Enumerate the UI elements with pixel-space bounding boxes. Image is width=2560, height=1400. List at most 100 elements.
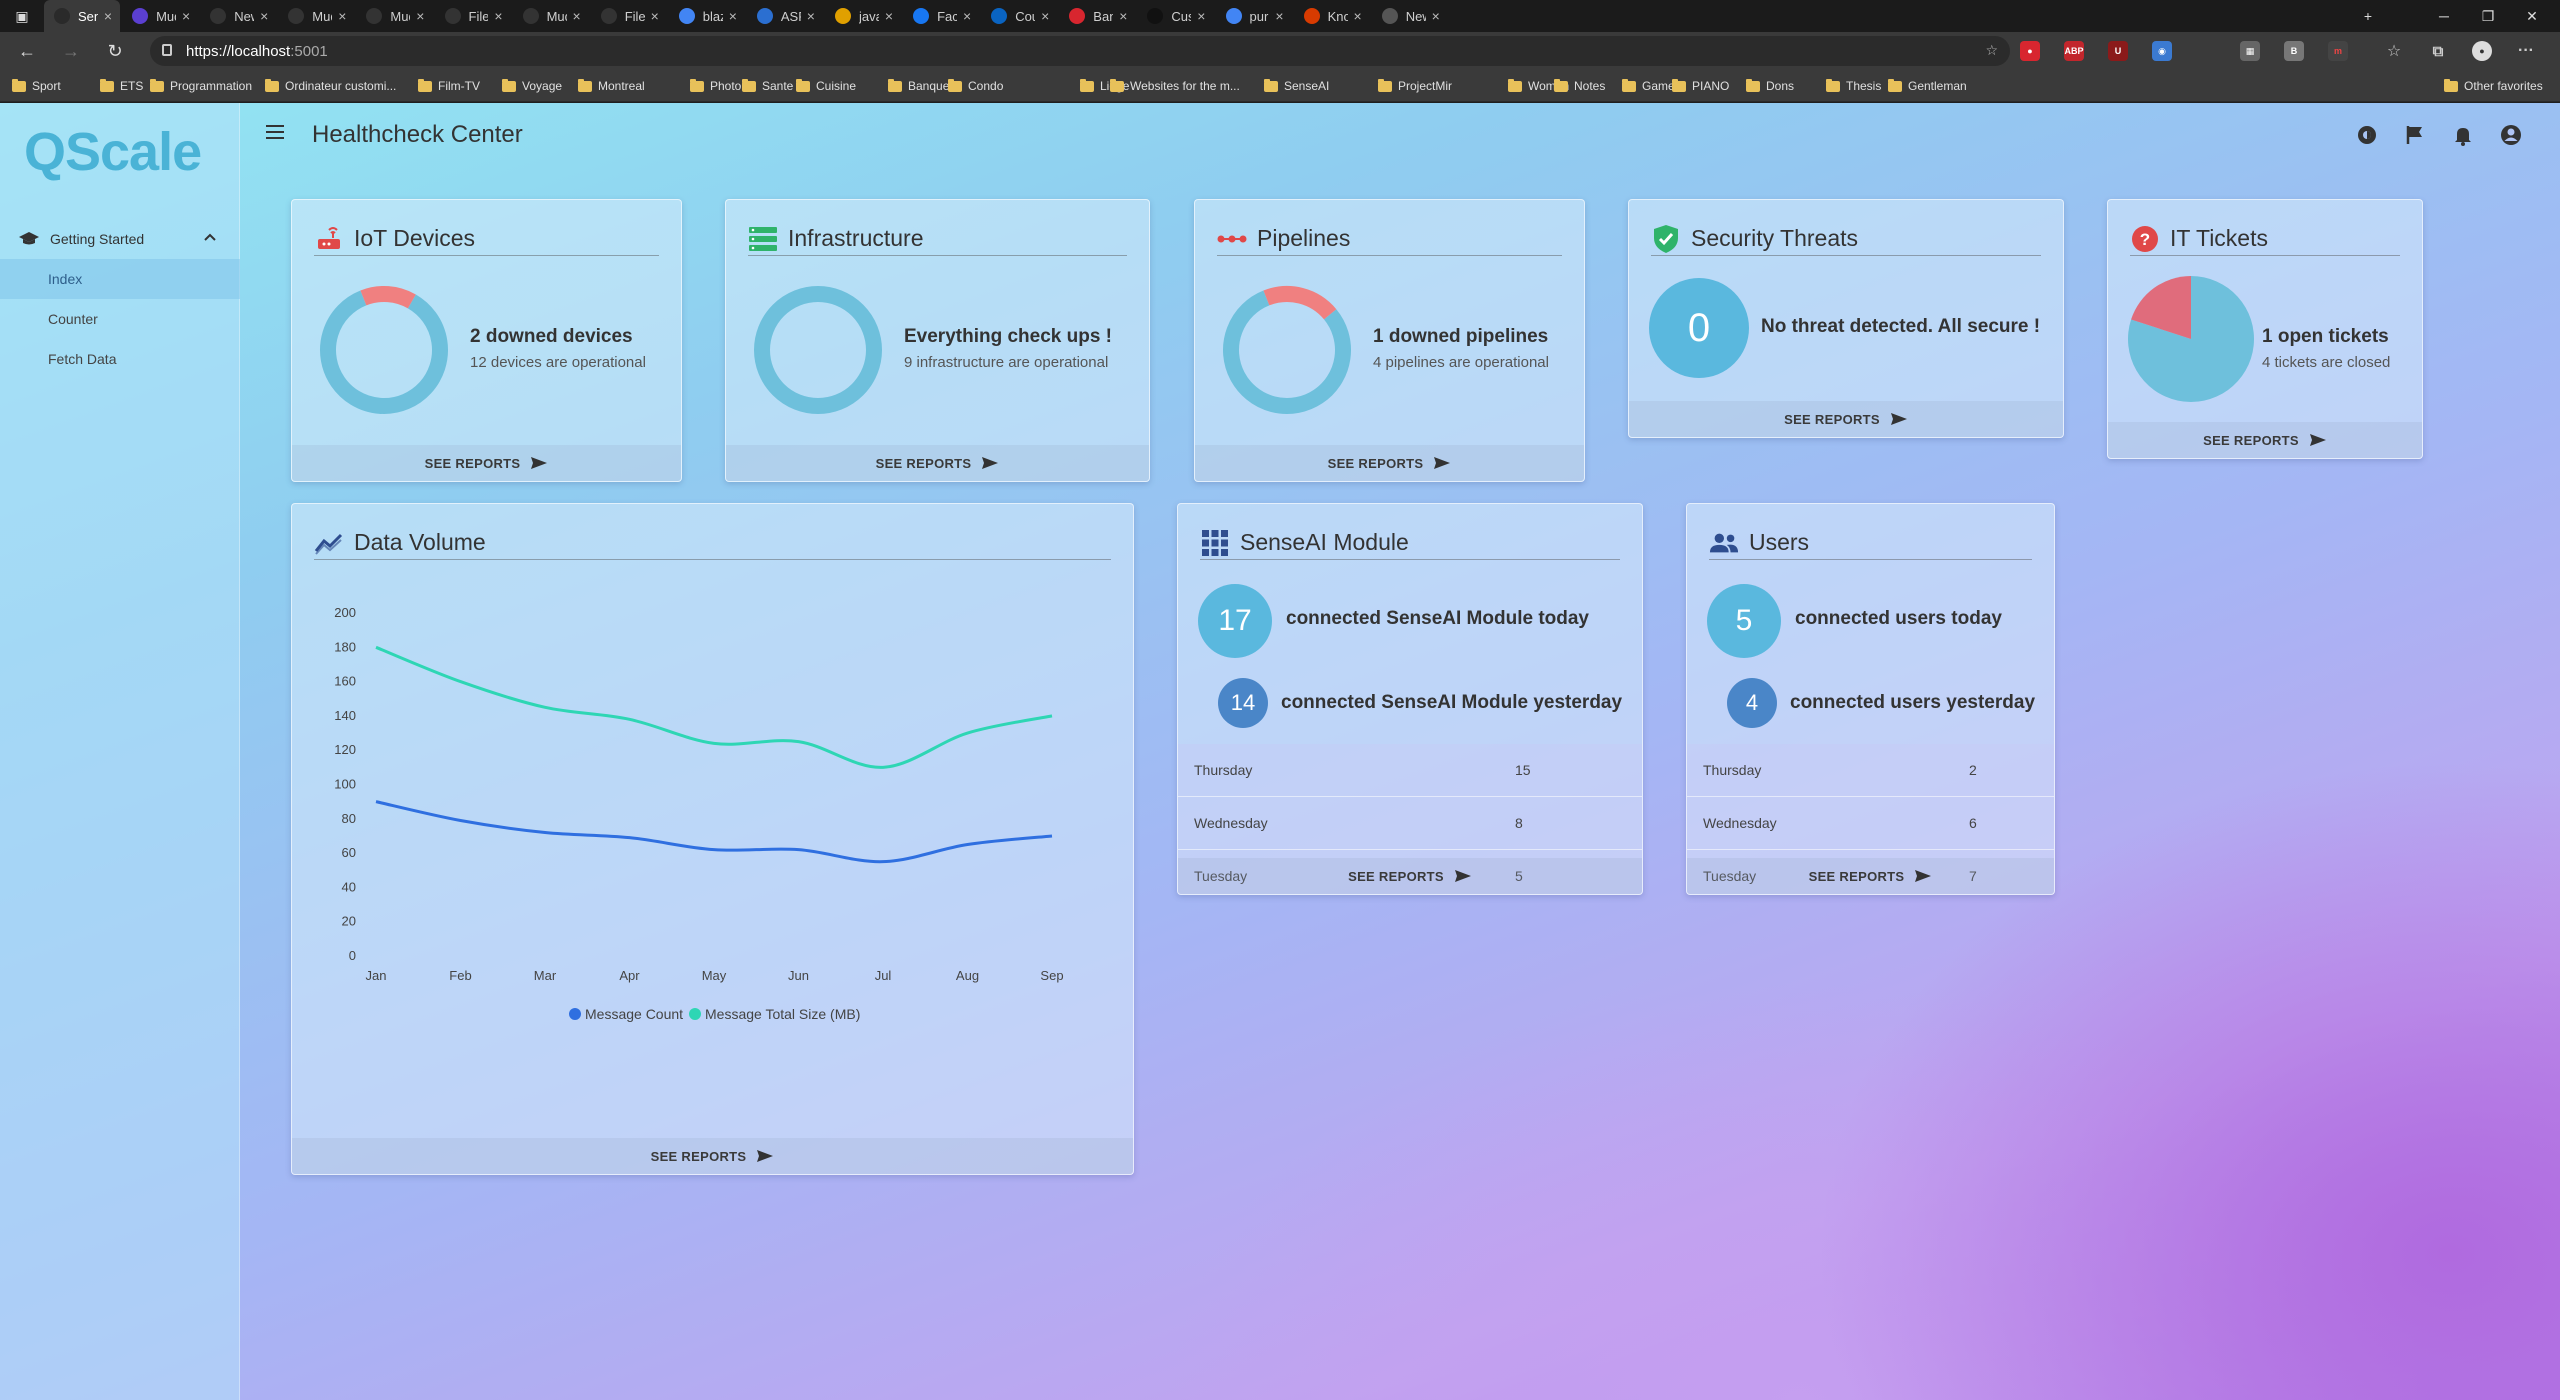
favorites-icon[interactable]: ☆ bbox=[2386, 43, 2402, 60]
bookmark-item[interactable]: Voyage bbox=[502, 70, 562, 102]
browser-tab[interactable]: File Finder × bbox=[435, 0, 511, 32]
browser-tab[interactable]: blazor add × bbox=[669, 0, 745, 32]
tab-close-icon[interactable]: × bbox=[572, 8, 581, 24]
bookmark-item[interactable]: Websites for the m... bbox=[1110, 70, 1240, 102]
tab-close-icon[interactable]: × bbox=[884, 8, 894, 24]
new-tab-plus-icon[interactable]: + bbox=[2363, 8, 2373, 24]
browser-tab[interactable]: MudBlazor × bbox=[356, 0, 432, 32]
browser-tab[interactable]: File Finder × bbox=[591, 0, 667, 32]
bookmark-item[interactable]: Dons bbox=[1746, 70, 1794, 102]
tab-close-icon[interactable]: × bbox=[963, 8, 972, 24]
sidebar-item-counter[interactable]: Counter bbox=[48, 311, 98, 327]
browser-tab[interactable]: purple dar × bbox=[1216, 0, 1292, 32]
workspaces-icon[interactable]: ▣ bbox=[15, 7, 29, 24]
tab-close-icon[interactable]: × bbox=[1197, 8, 1206, 24]
reload-icon[interactable]: ↻ bbox=[107, 40, 123, 61]
flag-icon[interactable] bbox=[2403, 123, 2427, 147]
ublock-icon[interactable]: U bbox=[2108, 41, 2128, 61]
more-menu-icon[interactable]: ··· bbox=[2518, 42, 2534, 59]
see-reports-button[interactable]: SEE REPORTS bbox=[1629, 401, 2063, 437]
browser-tab[interactable]: Banque Na × bbox=[1059, 0, 1135, 32]
collections-icon[interactable]: ⧉ bbox=[2432, 42, 2444, 60]
browser-tab[interactable]: MudTable × bbox=[122, 0, 198, 32]
sidebar-item-fetch-data[interactable]: Fetch Data bbox=[48, 351, 117, 367]
see-reports-button[interactable]: SEE REPORTS bbox=[726, 445, 1149, 481]
tab-close-icon[interactable]: × bbox=[103, 8, 113, 24]
tab-close-icon[interactable]: × bbox=[650, 8, 659, 24]
bookmark-item[interactable]: Cuisine bbox=[796, 70, 856, 102]
account-icon[interactable] bbox=[2499, 123, 2523, 147]
browser-tab[interactable]: Courrier × bbox=[981, 0, 1057, 32]
bookmark-item[interactable]: Games bbox=[1622, 70, 1681, 102]
sidebar-item-index[interactable]: Index bbox=[0, 259, 240, 299]
nav-group-getting-started[interactable]: Getting Started bbox=[0, 219, 240, 259]
url-input[interactable]: https://localhost:5001 ☆ bbox=[150, 36, 2010, 66]
tab-close-icon[interactable]: × bbox=[182, 8, 191, 24]
other-favorites[interactable]: Other favorites bbox=[2444, 70, 2543, 102]
see-reports-button[interactable]: SEE REPORTS bbox=[292, 1138, 1133, 1174]
browser-tab[interactable]: javascript × bbox=[825, 0, 901, 32]
extension-icon[interactable]: ● bbox=[2020, 41, 2040, 61]
bookmark-item[interactable]: Sport bbox=[12, 70, 61, 102]
minimize-icon[interactable]: ─ bbox=[2439, 8, 2449, 24]
bookmark-item[interactable]: ETS bbox=[100, 70, 143, 102]
tab-close-icon[interactable]: × bbox=[1275, 8, 1284, 24]
logo[interactable]: QScale bbox=[24, 122, 202, 182]
forward-icon[interactable]: → bbox=[62, 40, 80, 61]
bookmark-item[interactable]: Gentleman bbox=[1888, 70, 1967, 102]
bookmark-item[interactable]: Ordinateur customi... bbox=[265, 70, 396, 102]
browser-tab[interactable]: New tab × bbox=[1372, 0, 1448, 32]
menu-icon[interactable] bbox=[266, 125, 284, 139]
legend-label[interactable]: Message Count bbox=[585, 1006, 683, 1022]
bell-icon[interactable] bbox=[2451, 123, 2475, 147]
see-reports-button[interactable]: SEE REPORTS bbox=[1687, 858, 2054, 894]
tab-close-icon[interactable]: × bbox=[338, 8, 347, 24]
bookmark-item[interactable]: Notes bbox=[1554, 70, 1605, 102]
browser-tab[interactable]: MudBlazor × bbox=[513, 0, 589, 32]
legend-label[interactable]: Message Total Size (MB) bbox=[705, 1006, 860, 1022]
tab-close-icon[interactable]: × bbox=[1119, 8, 1128, 24]
tab-close-icon[interactable]: × bbox=[494, 8, 503, 24]
theme-toggle-icon[interactable] bbox=[2355, 123, 2379, 147]
close-window-icon[interactable]: ✕ bbox=[2526, 7, 2538, 24]
see-reports-button[interactable]: SEE REPORTS bbox=[2108, 422, 2422, 458]
tab-close-icon[interactable]: × bbox=[416, 8, 425, 24]
extension-icon[interactable]: B bbox=[2284, 41, 2304, 61]
see-reports-button[interactable]: SEE REPORTS bbox=[1195, 445, 1584, 481]
tab-close-icon[interactable]: × bbox=[260, 8, 269, 24]
extension-icon[interactable]: ▦ bbox=[2240, 41, 2260, 61]
tab-close-icon[interactable]: × bbox=[1353, 8, 1362, 24]
extension-icon[interactable]: m bbox=[2328, 41, 2348, 61]
see-reports-button[interactable]: SEE REPORTS bbox=[1178, 858, 1642, 894]
tab-close-icon[interactable]: × bbox=[728, 8, 737, 24]
tab-close-icon[interactable]: × bbox=[1041, 8, 1050, 24]
bookmark-item[interactable]: Sante bbox=[742, 70, 793, 102]
browser-tab[interactable]: SenseAI.He × bbox=[44, 0, 121, 32]
bookmark-item[interactable]: Montreal bbox=[578, 70, 645, 102]
restore-icon[interactable]: ❐ bbox=[2481, 7, 2495, 24]
bookmark-item[interactable]: Film-TV bbox=[418, 70, 480, 102]
browser-tab[interactable]: Facebook × bbox=[903, 0, 979, 32]
browser-tab[interactable]: Custom pr × bbox=[1137, 0, 1213, 32]
lock-icon[interactable] bbox=[162, 44, 172, 56]
bookmark-item[interactable]: PIANO bbox=[1672, 70, 1729, 102]
bookmark-item[interactable]: ProjectMir bbox=[1378, 70, 1452, 102]
tab-close-icon[interactable]: × bbox=[806, 8, 815, 24]
browser-tab[interactable]: New Issue × bbox=[200, 0, 276, 32]
see-reports-button[interactable]: SEE REPORTS bbox=[292, 445, 681, 481]
tab-close-icon[interactable]: × bbox=[1431, 8, 1440, 24]
bookmark-item[interactable]: Banque bbox=[888, 70, 949, 102]
bookmark-item[interactable]: Programmation bbox=[150, 70, 252, 102]
back-icon[interactable]: ← bbox=[18, 40, 36, 61]
profile-avatar-icon[interactable]: ● bbox=[2472, 41, 2492, 61]
browser-tab[interactable]: Knowing W × bbox=[1294, 0, 1370, 32]
bookmark-item[interactable]: Thesis bbox=[1826, 70, 1881, 102]
extension-icon[interactable]: ◉ bbox=[2152, 41, 2172, 61]
browser-tab[interactable]: MudBlazor × bbox=[278, 0, 354, 32]
favorite-star-icon[interactable]: ☆ bbox=[1985, 42, 1998, 58]
adblock-icon[interactable]: ABP bbox=[2064, 41, 2084, 61]
bookmark-item[interactable]: SenseAI bbox=[1264, 70, 1329, 102]
browser-tab[interactable]: ASP.NET C × bbox=[747, 0, 823, 32]
bookmark-item[interactable]: Condo bbox=[948, 70, 1003, 102]
bookmark-item[interactable]: Photo bbox=[690, 70, 741, 102]
